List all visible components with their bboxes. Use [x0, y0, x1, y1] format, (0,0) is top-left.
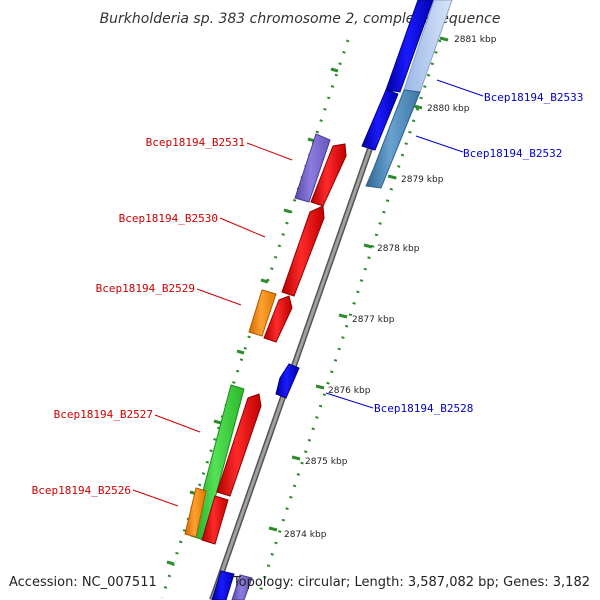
gene-bcep18194-b2533[interactable] — [365, 0, 453, 189]
tick-label: 2876 kbp — [328, 386, 371, 396]
gene-label-b2530[interactable]: Bcep18194_B2530 — [119, 212, 218, 225]
gene-label-b2529[interactable]: Bcep18194_B2529 — [96, 282, 195, 295]
tick-label: 2877 kbp — [352, 315, 395, 325]
tick-label: 2874 kbp — [284, 530, 327, 540]
reverse-ruler — [256, 39, 442, 599]
gene-label-b2527[interactable]: Bcep18194_B2527 — [54, 408, 153, 421]
gene-label-b2533[interactable]: Bcep18194_B2533 — [484, 91, 583, 104]
gene-label-b2528[interactable]: Bcep18194_B2528 — [374, 402, 473, 415]
gene-label-b2526[interactable]: Bcep18194_B2526 — [32, 484, 131, 497]
gene-bcep18194-b2526[interactable] — [184, 487, 207, 538]
forward-major-ticks — [166, 67, 339, 566]
gene-bcep18194-b2531[interactable] — [294, 133, 331, 203]
map-title: Burkholderia sp. 383 chromosome 2, compl… — [100, 11, 501, 27]
topology-summary: Topology: circular; Length: 3,587,082 bp… — [232, 575, 590, 590]
gene-bcep18194-b2528[interactable] — [275, 363, 300, 399]
gene-label-b2531[interactable]: Bcep18194_B2531 — [146, 136, 245, 149]
tick-label: 2881 kbp — [454, 35, 497, 45]
gene-bcep18194-b2527-red[interactable] — [216, 393, 262, 497]
gene-partial-bottom[interactable] — [211, 570, 253, 600]
gene-label-b2532[interactable]: Bcep18194_B2532 — [463, 147, 562, 160]
gene-bcep18194-b2530[interactable] — [281, 205, 325, 297]
tick-label: 2875 kbp — [305, 457, 348, 467]
gene-bcep18194-b2531-red[interactable] — [310, 143, 347, 207]
tick-label: 2878 kbp — [377, 244, 420, 254]
tick-labels: 2881 kbp 2880 kbp 2879 kbp 2878 kbp 2877… — [268, 35, 497, 540]
tick-label: 2880 kbp — [427, 104, 470, 114]
accession-text: Accession: NC_007511 — [9, 575, 157, 590]
gene-bcep18194-b2526-red[interactable] — [201, 495, 229, 545]
gene-bcep18194-b2532[interactable] — [361, 0, 434, 151]
tick-label: 2879 kbp — [401, 175, 444, 185]
gene-bcep18194-b2529[interactable] — [248, 289, 277, 337]
gene-bcep18194-b2529-red[interactable] — [263, 295, 293, 343]
